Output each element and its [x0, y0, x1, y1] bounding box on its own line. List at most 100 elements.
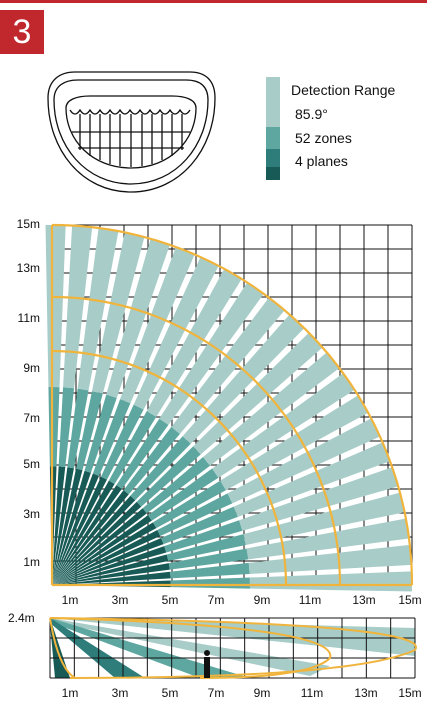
top-view-x-label: 7m: [208, 593, 225, 607]
legend-color-darkest: [266, 167, 280, 180]
detection-beam-segment: [159, 282, 264, 425]
top-view-x-label: 1m: [62, 593, 79, 607]
detection-beam-segment: [63, 225, 93, 389]
side-beam: [50, 618, 250, 678]
side-view-x-label: 7m: [208, 686, 225, 700]
detection-beam-segment: [84, 394, 117, 473]
detection-beam-segment: [161, 506, 238, 545]
detection-beam-segment: [52, 508, 147, 585]
top-view-x-label: 9m: [254, 593, 271, 607]
side-range-outline-inner: [49, 617, 332, 679]
legend-planes: 4 planes: [295, 153, 348, 169]
detection-beam-segment: [52, 476, 107, 585]
detection-beam-segment: [148, 468, 219, 521]
top-view-y-label: 7m: [23, 411, 40, 425]
person-head: [204, 650, 210, 656]
detection-beam-segment: [52, 563, 170, 585]
legend-zones: 52 zones: [295, 130, 352, 146]
detection-beam-segment: [52, 522, 157, 585]
detection-beam-segment: [52, 485, 122, 585]
top-view-y-label: 1m: [23, 555, 40, 569]
detection-beam-segment: [164, 520, 243, 553]
side-view-height-label: 2.4m: [8, 611, 35, 625]
detection-beam-segment: [152, 480, 226, 529]
person-body: [204, 657, 210, 678]
detection-beam-segment: [52, 571, 171, 585]
legend-color-mid: [266, 127, 280, 149]
step-number-badge: 3: [0, 10, 44, 54]
top-view-x-label: 11m: [299, 593, 321, 607]
detection-beam-segment: [67, 388, 89, 469]
detection-beam-segment: [52, 490, 129, 585]
detection-beam-segment: [116, 418, 169, 489]
detection-beam-segment: [239, 467, 399, 531]
range-arc: [51, 295, 342, 586]
detection-beam-segment: [45, 225, 66, 388]
top-view-y-label: 13m: [17, 261, 40, 275]
detection-beam-segment: [142, 457, 211, 514]
top-view-y-label: 5m: [23, 457, 40, 471]
detection-beam-segment: [100, 404, 144, 480]
legend-color-light: [266, 77, 280, 127]
detection-beam-segment: [52, 554, 169, 585]
detection-beam-segment: [52, 468, 83, 585]
top-view-y-label: 15m: [17, 217, 40, 231]
side-range-outline-outer: [49, 617, 417, 679]
detection-beam-segment: [52, 537, 164, 585]
top-view-x-label: 3m: [112, 593, 129, 607]
detection-beam-segment: [146, 268, 242, 417]
side-beam: [50, 618, 70, 678]
person-figure-icon: [204, 650, 210, 678]
detection-beam-segment: [171, 297, 285, 434]
top-view-range-arcs: [50, 223, 414, 587]
legend-title: Detection Range: [291, 82, 396, 98]
detection-beam-segment: [92, 232, 145, 394]
detection-beam-segment: [52, 495, 136, 585]
range-arc: [51, 349, 288, 586]
side-beam: [50, 618, 330, 676]
top-view-x-label: 13m: [352, 593, 375, 607]
side-beam: [50, 618, 145, 678]
side-range-outline-near: [49, 617, 76, 679]
detection-beam-segment: [248, 544, 412, 574]
detection-beam-segment: [52, 467, 74, 585]
side-view-x-label: 15m: [398, 686, 421, 700]
side-view-x-label: 3m: [112, 686, 129, 700]
detection-beam-segment: [52, 473, 100, 585]
detection-beam-segment: [212, 373, 355, 478]
side-view-x-label: 1m: [62, 686, 79, 700]
detection-beam-segment: [108, 411, 157, 485]
side-view-beams: [50, 618, 415, 678]
side-view-x-label: 13m: [354, 686, 377, 700]
detection-beam-segment: [133, 257, 219, 410]
detection-beam-segment: [249, 571, 412, 592]
detection-beam-segment: [246, 518, 409, 560]
top-view-y-label: 3m: [23, 507, 40, 521]
detection-beam-segment: [130, 436, 191, 501]
detection-beam-segment: [52, 530, 161, 585]
detection-beam-segment: [120, 246, 195, 404]
detection-beam-segment: [227, 418, 380, 504]
detection-beam-segment: [52, 515, 152, 585]
detection-beam-segment: [170, 562, 250, 579]
detection-beam-segment: [233, 442, 391, 517]
detection-beam-segment: [92, 399, 131, 476]
detection-beam-segment: [193, 332, 323, 455]
detection-beam-segment: [157, 493, 233, 537]
range-arc: [51, 223, 414, 586]
detection-beam-segment: [52, 546, 167, 585]
detection-beam-segment: [52, 466, 66, 585]
side-view-x-label: 11m: [301, 686, 323, 700]
detection-beam-segment: [220, 395, 369, 491]
detection-beam-segment: [52, 470, 91, 585]
legend-color-dark: [266, 149, 280, 167]
detection-beam-segment: [52, 501, 142, 585]
detection-beam-segment: [182, 314, 305, 444]
top-view-y-label: 11m: [18, 311, 40, 325]
detection-beam-segment: [168, 548, 249, 570]
top-view-beams: [45, 225, 412, 592]
detection-beam-segment: [166, 534, 246, 561]
